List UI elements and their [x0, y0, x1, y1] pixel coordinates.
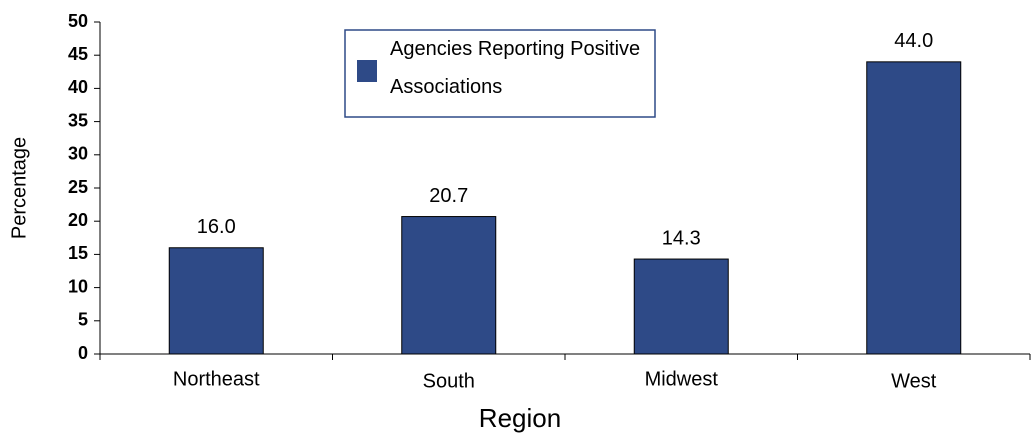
bar	[168, 247, 264, 355]
y-tick-label: 35	[68, 110, 88, 130]
bar	[866, 61, 962, 355]
bar	[401, 216, 497, 355]
y-tick-label: 10	[68, 276, 88, 296]
value-label: 14.3	[662, 227, 701, 249]
legend-box	[344, 29, 656, 118]
y-tick-label: 20	[68, 210, 88, 230]
y-tick-label: 5	[78, 310, 88, 330]
y-tick-label: 30	[68, 144, 88, 164]
value-label: 16.0	[197, 216, 236, 238]
y-axis-label: Percentage	[8, 137, 30, 239]
bar	[633, 258, 729, 355]
y-tick-label: 0	[78, 343, 88, 363]
y-tick-label: 50	[68, 11, 88, 31]
legend-label: Agencies Reporting Positive Associations	[390, 38, 640, 98]
legend-label-line: Agencies Reporting Positive	[390, 38, 640, 60]
value-label: 20.7	[429, 185, 468, 207]
legend-swatch	[357, 60, 377, 82]
y-tick-label: 40	[68, 77, 88, 97]
x-tick-label: Northeast	[173, 368, 260, 390]
y-tick-label: 45	[68, 44, 88, 64]
x-tick-label: West	[891, 370, 937, 392]
x-tick-label: Midwest	[645, 368, 719, 390]
legend-label-line: Associations	[390, 76, 502, 98]
y-tick-label: 25	[68, 177, 88, 197]
x-axis-label: Region	[479, 403, 561, 433]
value-label: 44.0	[894, 30, 933, 52]
x-tick-label: South	[423, 370, 475, 392]
y-tick-label: 15	[68, 243, 88, 263]
